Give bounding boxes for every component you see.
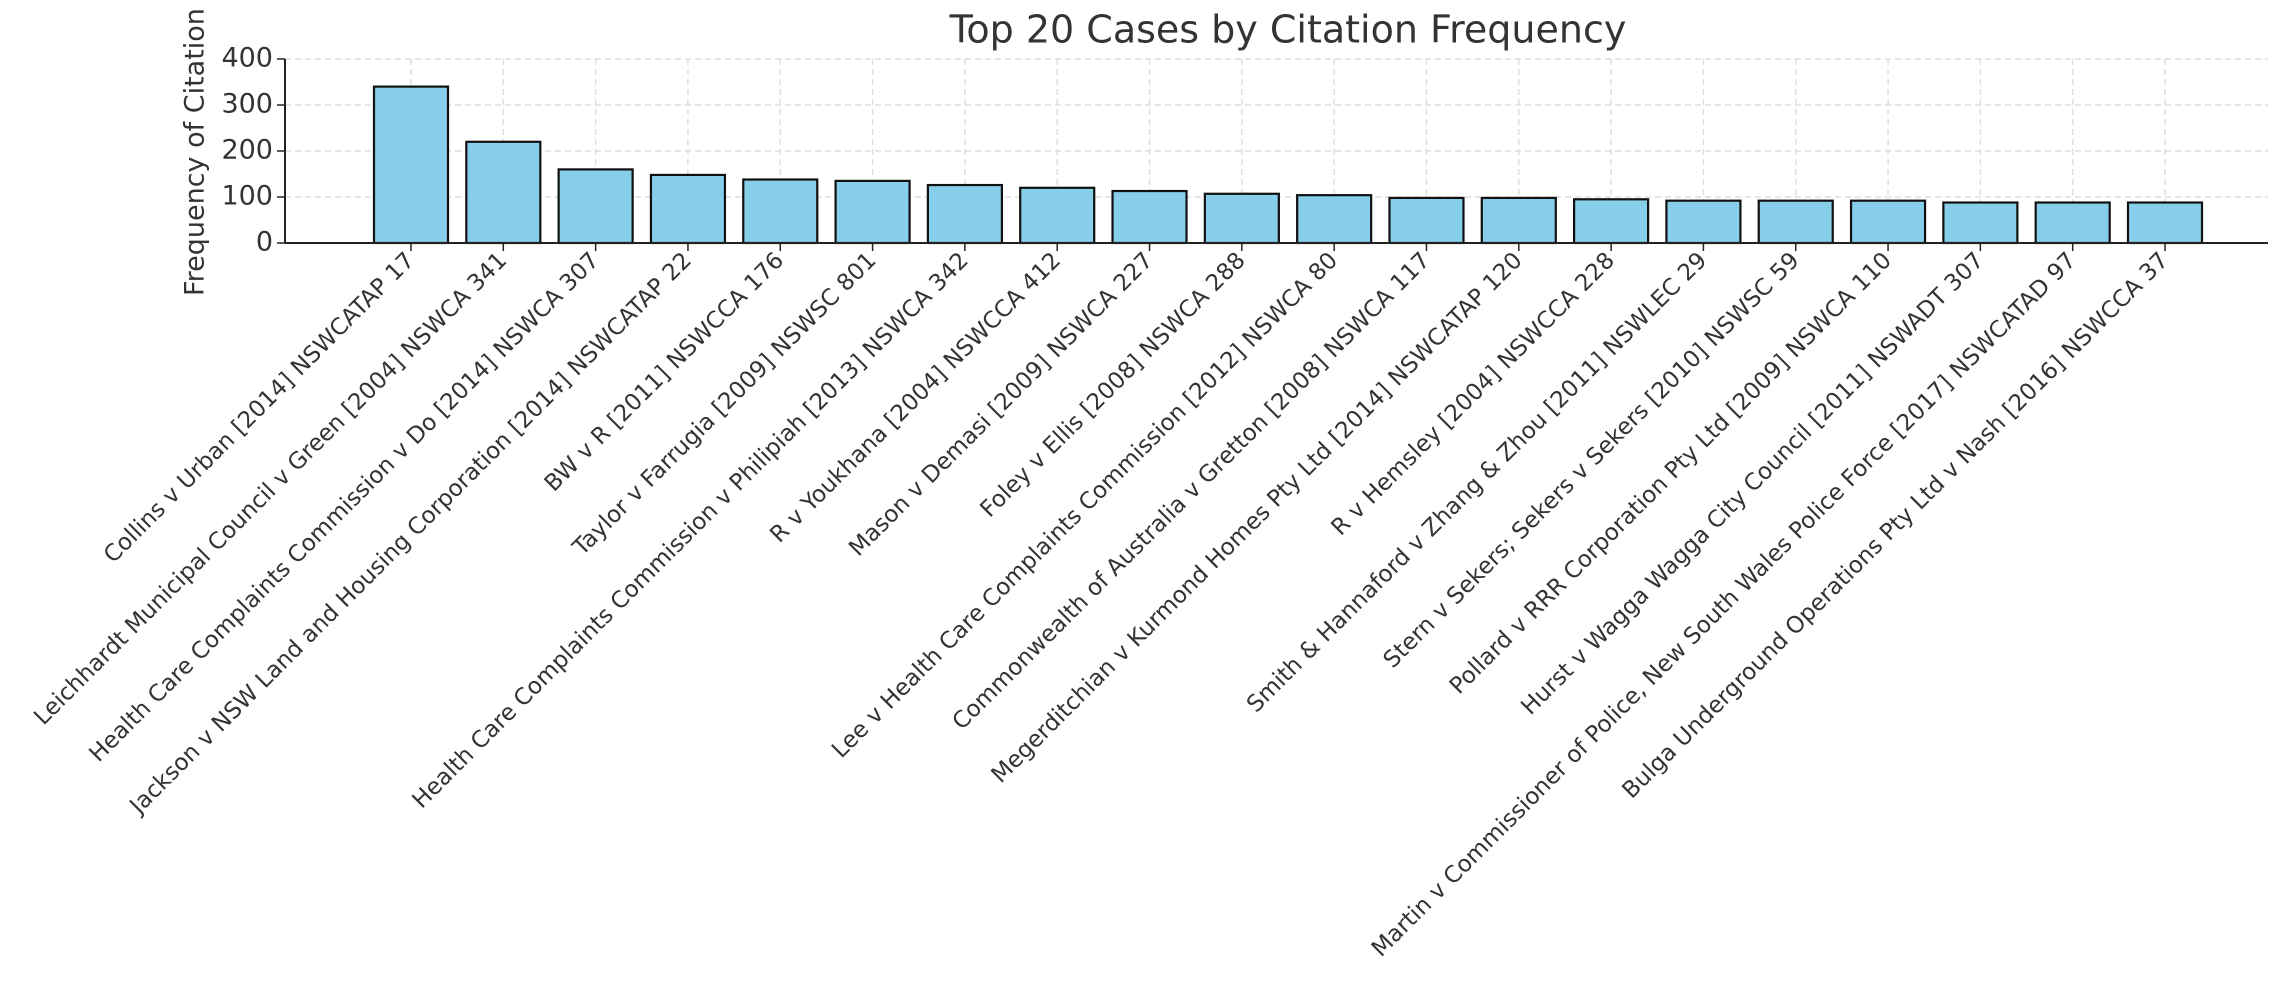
bar: [372, 85, 450, 245]
bar: [1942, 201, 2019, 245]
bar: [557, 168, 634, 245]
y-tick-label: 400: [221, 43, 273, 74]
bar: [1573, 198, 1650, 245]
bar: [1849, 199, 1927, 245]
x-tick-label: Collins v Urban [2014] NSWCATAP 17: [99, 247, 420, 568]
bar: [1296, 194, 1373, 245]
y-tick-label: 0: [256, 227, 273, 258]
bar: [1757, 199, 1834, 245]
bar: [742, 178, 819, 245]
x-tick-label: Smith & Hannaford v Zhang & Zhou [2011] …: [1242, 247, 1712, 717]
bar: [649, 173, 727, 245]
bar: [2126, 201, 2204, 245]
x-tick-label: Martin v Commissioner of Police, New Sou…: [1367, 247, 2082, 962]
bar: [2034, 201, 2111, 245]
bar: [926, 183, 1003, 245]
y-axis-label: Frequency of Citation: [180, 8, 211, 296]
bar: [1203, 192, 1280, 245]
y-tick-label: 200: [221, 135, 273, 166]
bar: [465, 140, 542, 245]
bar: [1388, 196, 1465, 245]
x-tick-label: Stern v Sekers; Sekers v Sekers [2010] N…: [1379, 247, 1805, 673]
bar: [834, 179, 911, 245]
bar: [1665, 199, 1742, 245]
bar: [1111, 189, 1188, 245]
chart-title: Top 20 Cases by Citation Frequency: [949, 8, 1627, 52]
y-tick-label: 300: [221, 89, 273, 120]
y-tick-label: 100: [221, 181, 273, 212]
bar: [1480, 196, 1557, 245]
bar: [1019, 186, 1096, 245]
x-tick-label: Pollard v RRR Corporation Pty Ltd [2009]…: [1445, 247, 1897, 699]
